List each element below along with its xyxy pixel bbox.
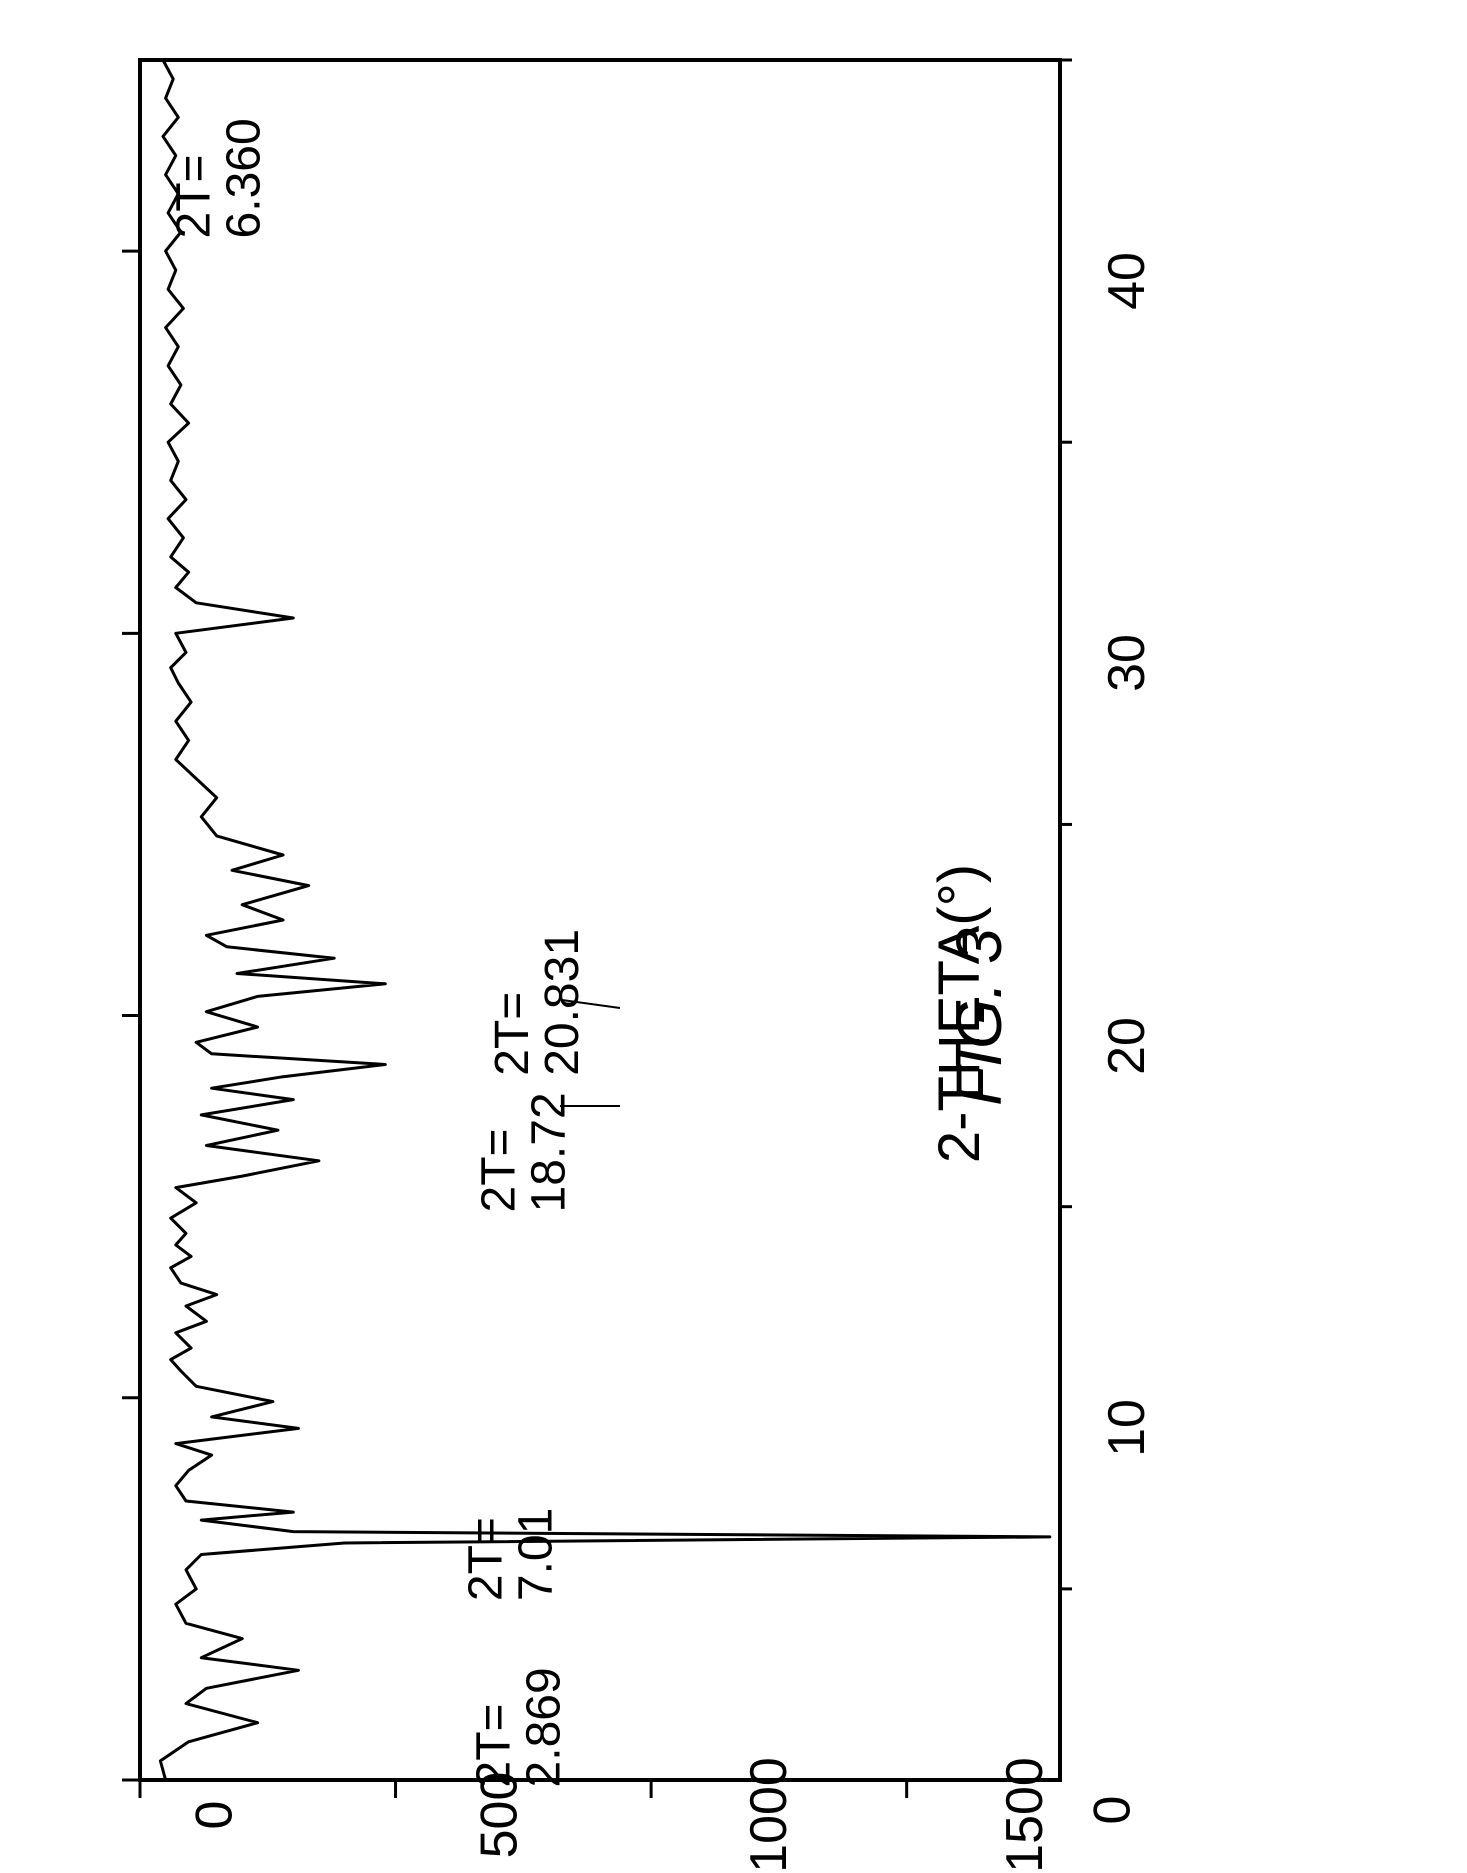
figure-number-label: FIG. 3	[942, 928, 1016, 1106]
peak-annotation: 2T=6.360	[170, 118, 271, 238]
x-tick-label: 10	[1097, 1399, 1157, 1457]
x-tick-label: 30	[1097, 634, 1157, 692]
peak-annotation: 2T=18.72	[475, 1092, 576, 1212]
peak-annotation: 2T=20.831	[488, 929, 589, 1076]
x-tick-label: 20	[1097, 1017, 1157, 1075]
peak-annotation: 2T=2.869	[470, 1667, 571, 1787]
y-tick-label: 1500	[995, 1757, 1055, 1873]
x-tick-label: 40	[1097, 252, 1157, 310]
peak-annotation: 2T=7.01	[461, 1508, 562, 1601]
x-tick-label: 0	[1082, 1796, 1142, 1825]
xrd-chart	[0, 0, 1467, 1855]
y-tick-label: 0	[184, 1801, 244, 1830]
y-tick-label: 1000	[739, 1757, 799, 1873]
